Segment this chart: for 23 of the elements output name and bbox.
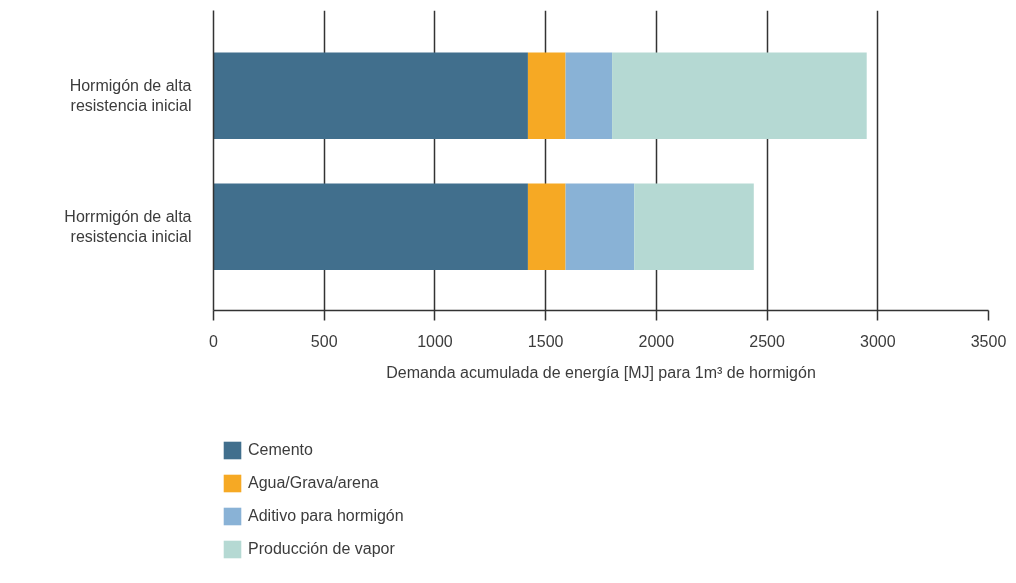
bar <box>213 52 528 139</box>
bar <box>565 183 635 270</box>
bar <box>634 183 754 270</box>
bar <box>527 183 566 270</box>
bar <box>565 52 613 139</box>
x-tick-label: 500 <box>310 332 338 350</box>
y-tick-label: Horrmigón de alta resistencia inicial <box>64 207 192 246</box>
x-tick-label: 3000 <box>859 332 896 350</box>
x-axis-title: Demanda acumulada de energía [MJ] para 1m³ de hormigón <box>386 363 816 381</box>
legend-label: Cemento <box>248 440 313 460</box>
bar <box>612 52 867 139</box>
x-tick-label: 2000 <box>638 332 675 350</box>
x-tick-label: 3500 <box>970 332 1007 350</box>
legend-label: Producción de vapor <box>248 539 395 559</box>
x-tick-label: 1000 <box>417 332 453 350</box>
x-tick-label: 0 <box>209 332 219 350</box>
bar <box>527 52 566 139</box>
legend-label: Aditivo para hormigón <box>248 506 404 526</box>
x-tick-label: 1500 <box>527 332 564 350</box>
y-tick-label: Hormigón de alta resistencia inicial <box>69 76 192 115</box>
x-tick-label: 2500 <box>749 332 785 350</box>
legend-label: Agua/Grava/arena <box>248 473 379 493</box>
bar <box>213 183 528 270</box>
